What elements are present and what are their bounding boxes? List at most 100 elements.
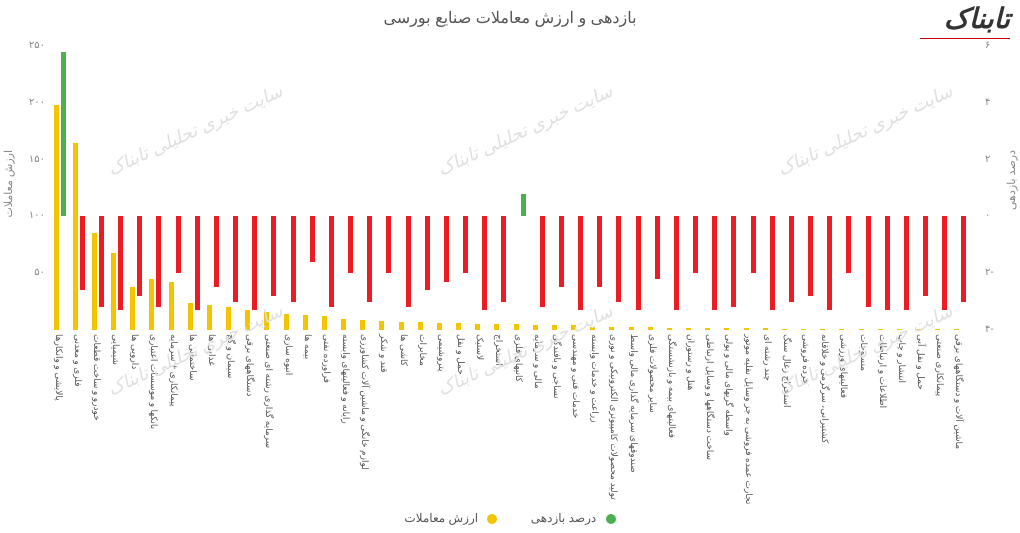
value-bar (629, 327, 634, 330)
return-bar (942, 216, 947, 310)
return-bar (61, 52, 66, 217)
x-axis-label: حمل و نقل آبی (915, 334, 926, 390)
chart-title: بازدهی و ارزش معاملات صنایع بورسی (0, 8, 1020, 28)
legend-label-value: ارزش معاملات (404, 511, 478, 525)
value-bar (475, 324, 480, 330)
value-bar (744, 328, 749, 330)
legend-item-value: ارزش معاملات (404, 511, 497, 525)
x-axis-label: انبوه سازی (283, 334, 294, 375)
x-axis-label: فلزی و معدنی (72, 334, 83, 387)
value-bar (533, 325, 538, 330)
value-bar (264, 312, 269, 330)
x-axis-label: تجارت عمده فروشی به جز وسایل نقلیه موتور (743, 334, 754, 504)
return-bar (521, 194, 526, 217)
return-bar (636, 216, 641, 310)
value-bar (935, 329, 940, 330)
value-bar (820, 329, 825, 330)
y-left-tick: ۲۵۰ (20, 40, 45, 51)
x-axis-label: پالایشی و وانکارها (53, 334, 64, 401)
x-axis-label: دارویی ها (129, 334, 140, 369)
value-bar (859, 329, 864, 330)
return-bar (406, 216, 411, 307)
return-bar (99, 216, 104, 307)
x-axis-label: تولید محصولات کامپیوتری الکترونیکی و نور… (608, 334, 619, 500)
y-left-tick: ۱۵۰ (20, 154, 45, 165)
x-axis-label: هتل و رستوران (685, 334, 696, 390)
return-bar (463, 216, 468, 273)
value-bar (188, 303, 193, 330)
chart-container: تابناک بازدهی و ارزش معاملات صنایع بورسی… (0, 0, 1020, 533)
value-bar (648, 327, 653, 330)
plot-area (50, 46, 970, 330)
return-bar (348, 216, 353, 273)
y-right-tick: ۶ (985, 40, 1005, 51)
x-axis-label: پیمانکاری صنعتی (934, 334, 945, 396)
y-right-tick: -۴ (985, 324, 1005, 335)
x-axis-label: پیمانکاری + سرمایه (168, 334, 179, 406)
value-bar (494, 324, 499, 330)
value-bar (360, 320, 365, 330)
x-axis-label: صندوقهای سرمایه گذاری مالی واسط (628, 334, 639, 473)
y-left-axis-label: ارزش معاملات (2, 150, 15, 218)
return-bar (118, 216, 123, 310)
value-bar (590, 327, 595, 330)
value-bar (322, 316, 327, 330)
x-axis-label: پتروشیمی (436, 334, 447, 372)
x-axis-label: دستگاههای برقی (244, 334, 255, 396)
return-bar (482, 216, 487, 310)
x-axis-label: لوازم خانگی و ماشین آلات کشاورزی (359, 334, 370, 470)
value-bar (763, 328, 768, 330)
y-left-tick: ۲۰۰ (20, 97, 45, 108)
value-bar (54, 105, 59, 330)
legend-label-return: درصد بازدهی (531, 511, 596, 525)
value-bar (341, 319, 346, 330)
value-bar (169, 282, 174, 330)
value-bar (226, 307, 231, 330)
return-bar (137, 216, 142, 296)
value-bar (92, 233, 97, 330)
x-axis-label: ساختمانی ها (187, 334, 198, 381)
return-bar (961, 216, 966, 301)
value-bar (801, 329, 806, 330)
return-bar (616, 216, 621, 301)
return-bar (559, 216, 564, 287)
x-axis-label: بانکها و موسسات اعتباری (148, 334, 159, 429)
value-bar (686, 328, 691, 330)
value-bar (130, 287, 135, 330)
x-axis-label: استخراج (493, 334, 504, 366)
value-bar (73, 143, 78, 330)
x-axis-label: غذایی ها (206, 334, 217, 366)
return-bar (789, 216, 794, 301)
return-bar (214, 216, 219, 287)
value-bar (111, 253, 116, 330)
return-bar (310, 216, 315, 261)
return-bar (252, 216, 257, 310)
return-bar (233, 216, 238, 301)
return-bar (923, 216, 928, 296)
return-bar (271, 216, 276, 296)
return-bar (866, 216, 871, 307)
return-bar (655, 216, 660, 278)
value-bar (456, 323, 461, 330)
y-left-tick: ۵۰ (20, 267, 45, 278)
return-bar (425, 216, 430, 290)
x-axis-label: واسطه گریهای مالی و پولی (723, 334, 734, 436)
x-axis-label: نساجی و بافندگی (551, 334, 562, 398)
return-bar (770, 216, 775, 310)
return-bar (885, 216, 890, 310)
legend-swatch-yellow (487, 514, 497, 524)
x-axis-label: بیمه ها (302, 334, 313, 359)
x-axis-label: ماشین آلات و دستگاههای برقی (953, 334, 964, 449)
x-axis-label: فراورده نفتی (321, 334, 332, 383)
legend-swatch-green (606, 514, 616, 524)
x-axis-label: مالی و سرمایه (532, 334, 543, 389)
x-axis-label: سایر محصولات فلزی (647, 334, 658, 413)
return-bar (367, 216, 372, 301)
value-bar (552, 325, 557, 330)
value-bar (609, 327, 614, 330)
value-bar (514, 324, 519, 330)
value-bar (399, 322, 404, 330)
return-bar (329, 216, 334, 307)
return-bar (386, 216, 391, 273)
x-axis-label: فعالیتهای بیمه و بازنشستگی (666, 334, 677, 438)
